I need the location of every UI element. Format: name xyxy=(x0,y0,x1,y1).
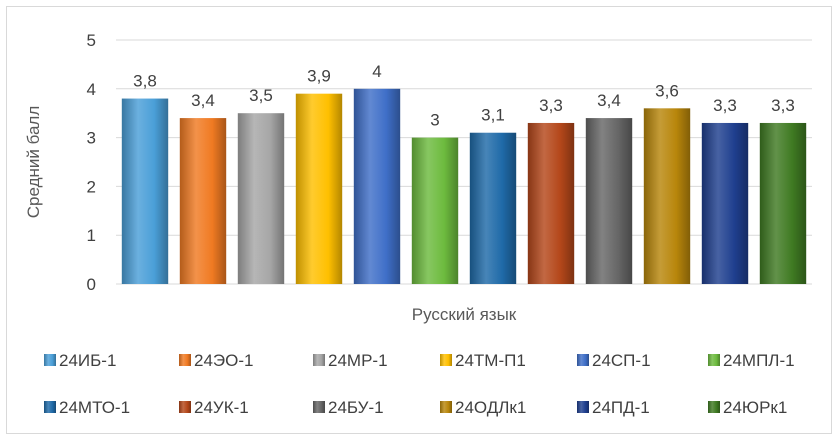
data-label-24МПЛ-1: 3 xyxy=(430,111,439,130)
data-label-24УК-1: 3,3 xyxy=(539,96,563,115)
y-axis-title: Средний балл xyxy=(24,106,43,218)
legend-swatch-24ИБ-1 xyxy=(44,354,56,366)
data-label-24ТМ-П1: 3,9 xyxy=(307,67,331,86)
legend-label-24ИБ-1: 24ИБ-1 xyxy=(59,351,116,370)
bar-24ПД-1 xyxy=(701,122,749,285)
gridlines xyxy=(116,39,812,285)
bar-24МПЛ-1 xyxy=(411,137,459,284)
legend-swatch-24СП-1 xyxy=(577,354,589,366)
legend-label-24МПЛ-1: 24МПЛ-1 xyxy=(723,351,795,370)
data-label-24БУ-1: 3,4 xyxy=(597,91,621,110)
y-tick-label: 1 xyxy=(87,226,96,245)
legend-label-24МТО-1: 24МТО-1 xyxy=(59,398,130,417)
legend-label-24ТМ-П1: 24ТМ-П1 xyxy=(455,351,526,370)
bar-24ЭО-1 xyxy=(179,118,227,284)
legend-label-24ЮРк1: 24ЮРк1 xyxy=(723,398,787,417)
legend-label-24МР-1: 24МР-1 xyxy=(328,351,388,370)
data-label-24ИБ-1: 3,8 xyxy=(133,72,157,91)
bar-24ЮРк1 xyxy=(759,122,807,285)
data-label-24ЭО-1: 3,4 xyxy=(191,91,215,110)
data-label-24ОДЛк1: 3,6 xyxy=(655,81,679,100)
data-labels: 3,8 3,4 3,5 3,9 4 3 3,1 3,3 3,4 3,6 3,3 3,3 xyxy=(133,62,795,130)
legend-label-24ПД-1: 24ПД-1 xyxy=(592,398,650,417)
bar-24ОДЛк1 xyxy=(643,108,691,284)
legend-label-24СП-1: 24СП-1 xyxy=(592,351,651,370)
legend: 24ИБ-1 24ЭО-1 24МР-1 24ТМ-П1 24СП-1 24МПЛ-1 24… xyxy=(44,351,795,417)
bar-24БУ-1 xyxy=(585,118,633,284)
y-tick-label: 5 xyxy=(87,31,96,50)
legend-swatch-24БУ-1 xyxy=(313,401,325,413)
bar-24МТО-1 xyxy=(469,132,517,284)
legend-label-24ОДЛк1: 24ОДЛк1 xyxy=(455,398,526,417)
legend-swatch-24МТО-1 xyxy=(44,401,56,413)
bar-24ТМ-П1 xyxy=(295,93,343,285)
bars xyxy=(121,88,807,285)
y-tick-label: 2 xyxy=(87,177,96,196)
bar-24МР-1 xyxy=(237,113,285,284)
x-axis-title: Русский язык xyxy=(412,305,517,324)
bar-24УК-1 xyxy=(527,122,575,285)
bar-24ИБ-1 xyxy=(121,98,169,284)
legend-label-24БУ-1: 24БУ-1 xyxy=(328,398,384,417)
legend-label-24ЭО-1: 24ЭО-1 xyxy=(194,351,253,370)
legend-swatch-24ТМ-П1 xyxy=(440,354,452,366)
y-axis-ticks: 0 1 2 3 4 5 xyxy=(87,31,96,294)
data-label-24ПД-1: 3,3 xyxy=(713,96,737,115)
legend-swatch-24ЮРк1 xyxy=(708,401,720,413)
data-label-24МТО-1: 3,1 xyxy=(481,106,505,125)
data-label-24ЮРк1: 3,3 xyxy=(771,96,795,115)
y-tick-label: 4 xyxy=(87,80,96,99)
data-label-24СП-1: 4 xyxy=(372,62,381,81)
data-label-24МР-1: 3,5 xyxy=(249,86,273,105)
y-tick-label: 0 xyxy=(87,275,96,294)
legend-swatch-24ОДЛк1 xyxy=(440,401,452,413)
legend-label-24УК-1: 24УК-1 xyxy=(194,398,249,417)
y-tick-label: 3 xyxy=(87,129,96,148)
legend-swatch-24МР-1 xyxy=(313,354,325,366)
legend-swatch-24МПЛ-1 xyxy=(708,354,720,366)
legend-swatch-24ЭО-1 xyxy=(179,354,191,366)
legend-swatch-24ПД-1 xyxy=(577,401,589,413)
bar-24СП-1 xyxy=(353,88,401,284)
legend-swatch-24УК-1 xyxy=(179,401,191,413)
